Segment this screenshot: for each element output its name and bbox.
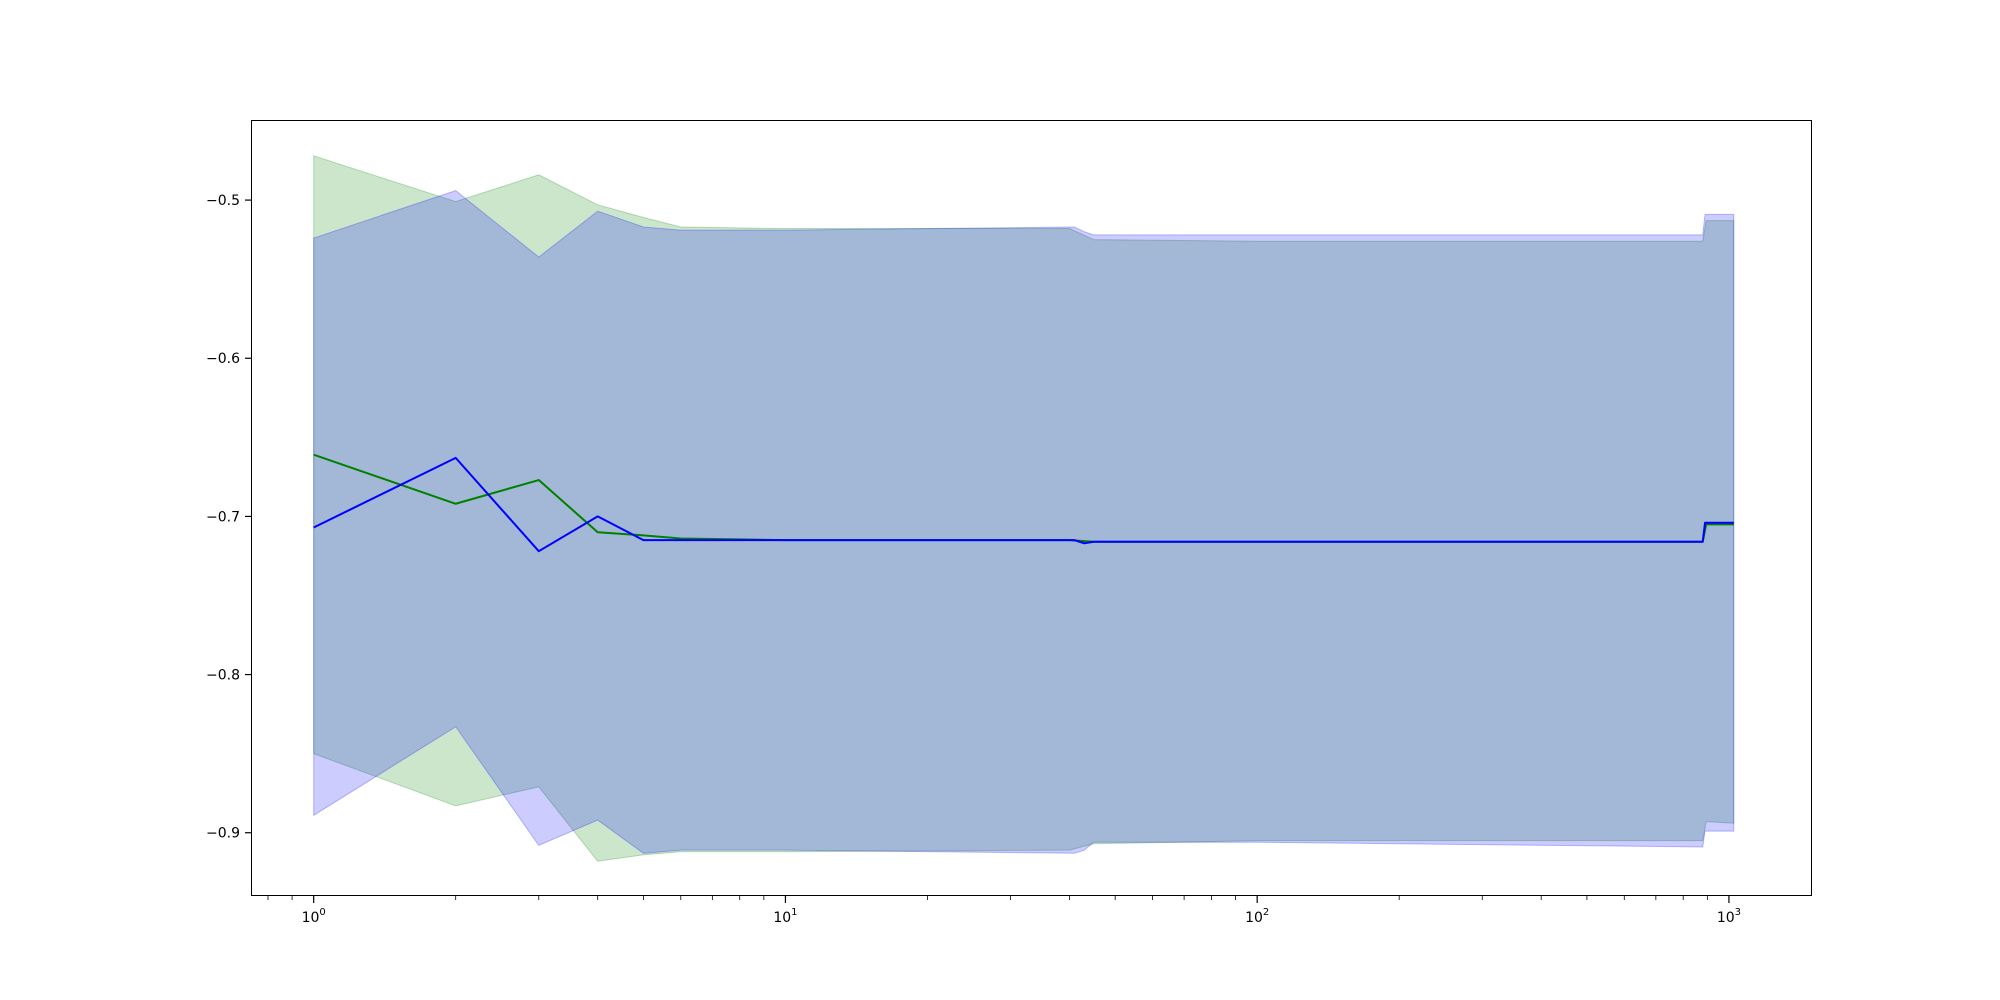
plot-frame <box>251 120 1812 896</box>
line-series-2 <box>313 456 1734 553</box>
x-axis: 100 101 102 103 <box>267 896 1741 926</box>
x-tick-label: 101 <box>773 907 797 926</box>
x-tick-label: 102 <box>1245 907 1269 926</box>
y-tick-label: −0.5 <box>206 193 240 209</box>
confidence-bands <box>313 155 1735 862</box>
y-tick-label: −0.6 <box>206 351 240 367</box>
x-tick-label: 103 <box>1717 907 1741 926</box>
x-tick-label: 100 <box>302 907 326 926</box>
band-series-1 <box>313 155 1735 862</box>
y-tick-label: −0.7 <box>206 509 240 525</box>
series-lines <box>313 453 1734 553</box>
band-series-2 <box>313 190 1735 854</box>
y-axis: −0.5 −0.6 −0.7 −0.8 −0.9 <box>206 193 252 842</box>
y-tick-label: −0.8 <box>206 668 240 684</box>
y-tick-label: −0.9 <box>206 826 240 842</box>
